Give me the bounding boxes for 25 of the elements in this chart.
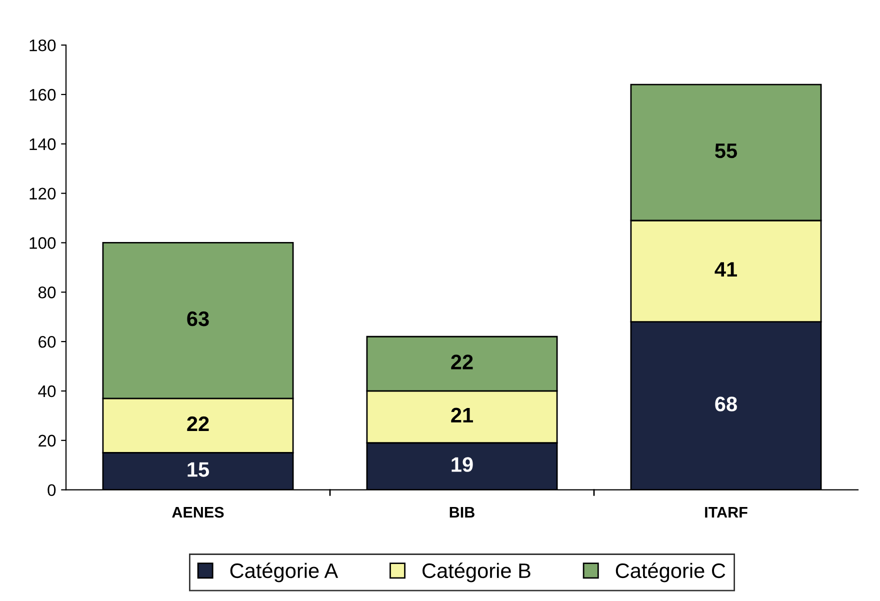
y-tick-label: 180 [30, 39, 56, 52]
data-label: 63 [187, 311, 209, 326]
data-label: 15 [188, 462, 210, 477]
y-tick-label: 80 [38, 286, 56, 298]
y-tick-label: 100 [30, 237, 56, 249]
legend-label: Catégorie B [422, 562, 530, 582]
data-label: 68 [715, 396, 737, 412]
data-label: 55 [715, 144, 738, 158]
y-tick-label: 160 [30, 88, 56, 101]
y-tick-label: 20 [38, 434, 56, 447]
data-label: 21 [451, 408, 474, 422]
data-label: 19 [452, 457, 473, 472]
legend-label: Catégorie C [616, 562, 726, 582]
x-tick-label: AENES [172, 506, 224, 518]
data-label: 41 [714, 262, 738, 277]
y-tick-label: 140 [30, 138, 56, 150]
y-tick-label: 60 [38, 336, 56, 348]
y-tick-label: 40 [38, 385, 56, 398]
y-tick-label: 0 [48, 484, 56, 496]
data-label: 22 [451, 354, 473, 370]
x-tick-label: ITARF [705, 507, 748, 518]
legend-label: Catégorie A [230, 562, 338, 582]
x-tick-label: BIB [450, 507, 474, 518]
data-label: 22 [187, 416, 209, 431]
y-tick-label: 120 [30, 188, 56, 200]
